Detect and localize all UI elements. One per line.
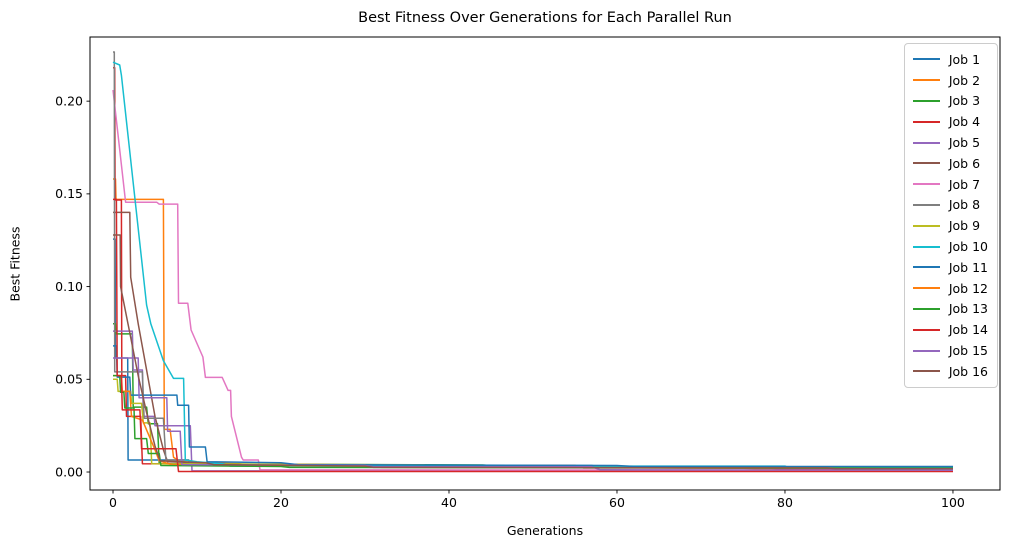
chart-title: Best Fitness Over Generations for Each P… (358, 10, 732, 26)
legend-label: Job 16 (948, 363, 988, 379)
legend-line-swatch (912, 245, 940, 248)
series-line-job-15 (113, 357, 954, 471)
legend-label: Job 4 (948, 114, 981, 130)
legend-label: Job 11 (948, 259, 988, 275)
legend-line-swatch (912, 266, 940, 269)
series-line-job-2 (113, 178, 953, 470)
legend-entry-job-15: Job 15 (912, 340, 988, 361)
legend-label: Job 6 (948, 155, 981, 171)
y-tick-label: 0.05 (55, 372, 83, 387)
series-line-job-7 (112, 89, 954, 471)
legend-label: Job 8 (948, 197, 981, 213)
legend-entry-job-12: Job 12 (912, 278, 988, 299)
y-tick-label: 0.10 (55, 279, 83, 294)
legend-line-swatch (912, 370, 940, 373)
legend-label: Job 2 (948, 72, 981, 88)
x-tick-label: 0 (109, 495, 117, 510)
legend-line-swatch (912, 120, 940, 123)
legend-label: Job 3 (948, 93, 981, 109)
y-tick-label: 0.20 (55, 93, 83, 108)
legend-label: Job 1 (948, 51, 981, 67)
series-line-job-6 (113, 211, 954, 469)
legend-line-swatch (912, 203, 940, 206)
legend-line-swatch (912, 79, 940, 82)
y-tick-label: 0.00 (55, 464, 83, 479)
x-tick-label: 60 (609, 495, 625, 510)
legend-line-swatch (912, 224, 940, 227)
legend-label: Job 12 (948, 280, 988, 296)
series-line-job-11 (113, 345, 953, 468)
legend-line-swatch (912, 328, 940, 331)
legend-entry-job-1: Job 1 (912, 49, 988, 70)
y-tick-label: 0.15 (55, 186, 83, 201)
legend-entry-job-14: Job 14 (912, 319, 988, 340)
legend-entry-job-13: Job 13 (912, 299, 988, 320)
legend-line-swatch (912, 141, 940, 144)
legend-line-swatch (912, 162, 940, 165)
x-tick-label: 40 (441, 495, 457, 510)
series-line-job-4 (113, 67, 954, 470)
x-tick-label: 80 (777, 495, 793, 510)
legend-label: Job 10 (948, 239, 988, 255)
axes-spines (89, 36, 1001, 491)
legend-entry-job-4: Job 4 (912, 111, 988, 132)
legend-entry-job-10: Job 10 (912, 236, 988, 257)
legend-line-swatch (912, 183, 940, 186)
legend-entry-job-3: Job 3 (912, 91, 988, 112)
series-line-job-8 (113, 51, 954, 470)
legend-label: Job 7 (948, 176, 981, 192)
series-line-job-14 (113, 198, 953, 473)
legend-label: Job 15 (948, 343, 988, 359)
legend-label: Job 9 (948, 218, 981, 234)
series-line-job-13 (113, 374, 954, 470)
series-line-job-10 (112, 61, 953, 469)
legend-line-swatch (912, 287, 940, 290)
legend-entry-job-8: Job 8 (912, 195, 988, 216)
legend-entry-job-7: Job 7 (912, 174, 988, 195)
legend-label: Job 14 (948, 322, 988, 338)
x-axis-label: Generations (506, 523, 584, 538)
legend: Job 1 Job 2 Job 3 Job 4 Job 5 Job 6 Job 7 Job 8… (903, 43, 998, 388)
legend-line-swatch (912, 58, 940, 61)
y-axis-label: Best Fitness (7, 226, 23, 302)
legend-entry-job-6: Job 6 (912, 153, 988, 174)
legend-entry-job-5: Job 5 (912, 132, 988, 153)
series-line-job-9 (113, 378, 954, 470)
legend-line-swatch (912, 307, 940, 310)
series-line-job-12 (113, 374, 954, 470)
legend-line-swatch (912, 99, 940, 102)
legend-entry-job-2: Job 2 (912, 70, 988, 91)
legend-entry-job-9: Job 9 (912, 215, 988, 236)
legend-entry-job-11: Job 11 (912, 257, 988, 278)
x-tick-label: 100 (941, 495, 965, 510)
series-line-job-1 (113, 238, 953, 468)
series-line-job-16 (113, 234, 953, 470)
legend-label: Job 5 (948, 135, 981, 151)
x-tick-label: 20 (273, 495, 289, 510)
legend-entry-job-16: Job 16 (912, 361, 988, 382)
legend-line-swatch (912, 349, 940, 352)
legend-label: Job 13 (948, 301, 988, 317)
